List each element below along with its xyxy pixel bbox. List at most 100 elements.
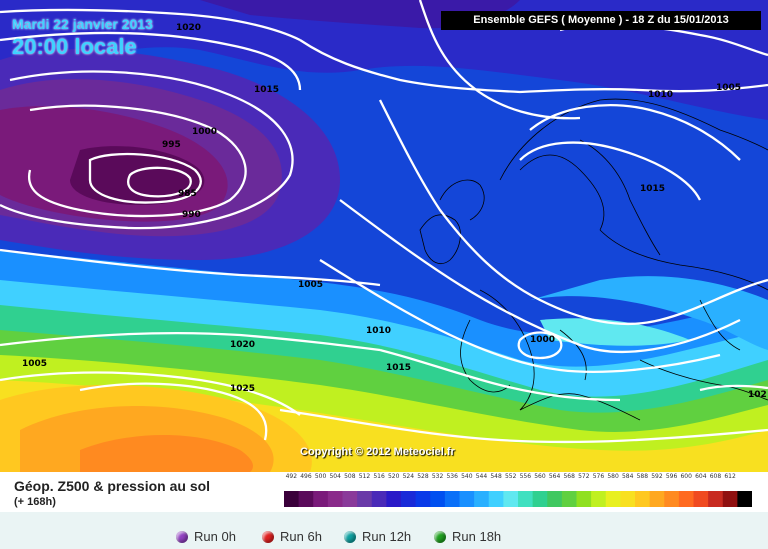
scale-label: 504 — [329, 473, 341, 480]
isobar-label: 1010 — [366, 326, 391, 336]
isobar-label: 1015 — [254, 85, 279, 95]
scale-swatch — [415, 491, 431, 507]
scale-label: 600 — [680, 473, 692, 480]
isobar-label: 1020 — [230, 340, 255, 350]
scale-swatch — [444, 491, 461, 507]
scale-label: 536 — [446, 473, 458, 480]
scale-swatch — [649, 491, 665, 507]
scale-label: 584 — [621, 473, 634, 480]
run-6h-dot-icon — [262, 530, 274, 543]
scale-label: 540 — [461, 473, 473, 480]
isobar-label: 1000 — [530, 335, 555, 345]
isobar-labels: 1020 1015 1010 1005 1000 995 985 990 101… — [22, 23, 767, 400]
run-18h-dot-icon — [434, 530, 446, 543]
scale-swatch — [327, 491, 344, 507]
run-12h-button[interactable]: Run 12h — [344, 529, 411, 544]
run-0h-label: Run 0h — [194, 529, 236, 544]
legend-subtitle: (+ 168h) — [14, 496, 56, 508]
isobar-label: 1025 — [230, 384, 255, 394]
isobar-label: 1015 — [640, 184, 665, 194]
scale-swatch — [357, 491, 373, 507]
scale-swatch — [342, 491, 358, 507]
scale-swatch — [722, 491, 738, 507]
scale-swatch — [561, 491, 578, 507]
forecast-date: Mardi 22 janvier 2013 — [12, 16, 153, 32]
isobar-label: 1015 — [386, 363, 411, 373]
run-6h-label: Run 6h — [280, 529, 322, 544]
run-selector: Run 0h Run 6h Run 12h Run 18h — [0, 512, 768, 549]
scale-label: 608 — [709, 473, 722, 480]
scale-swatch — [547, 491, 563, 507]
scale-label: 512 — [358, 473, 371, 480]
scale-label: 532 — [431, 473, 444, 480]
scale-swatch — [313, 491, 329, 507]
geopotential-field: 1020 1015 1010 1005 1000 995 985 990 101… — [0, 0, 768, 472]
scale-label: 516 — [373, 473, 385, 480]
scale-swatch — [518, 491, 534, 507]
isobar-label: 985 — [178, 189, 197, 199]
scale-label: 596 — [665, 473, 678, 480]
scale-swatch — [532, 491, 548, 507]
scale-label: 492 — [285, 473, 298, 480]
scale-label: 508 — [344, 473, 356, 480]
scale-swatch — [620, 491, 636, 507]
scale-label: 560 — [534, 473, 546, 480]
scale-swatch — [284, 491, 300, 507]
coastlines — [419, 98, 768, 421]
color-scale-bar — [284, 491, 752, 507]
run-0h-dot-icon — [176, 530, 188, 543]
isobars — [0, 0, 768, 444]
scale-label: 524 — [402, 473, 415, 480]
scale-label: 548 — [490, 473, 502, 480]
run-18h-button[interactable]: Run 18h — [434, 529, 501, 544]
color-scale-labels: 492 496 500 504 508 512 516 520 524 528 532 536 540 5… — [284, 472, 754, 482]
scale-label: 544 — [475, 473, 488, 480]
scale-label: 592 — [651, 473, 663, 480]
scale-swatch — [474, 491, 490, 507]
scale-label: 576 — [592, 473, 605, 480]
legend-title: Géop. Z500 & pression au sol — [14, 478, 211, 494]
scale-swatch — [591, 491, 607, 507]
scale-label: 556 — [519, 473, 532, 480]
scale-label: 520 — [387, 473, 400, 480]
scale-swatch — [401, 491, 417, 507]
run-18h-label: Run 18h — [452, 529, 502, 544]
scale-swatch — [386, 491, 402, 507]
scale-label: 568 — [563, 473, 575, 480]
isobar-label: 995 — [162, 140, 181, 150]
scale-swatch — [737, 491, 752, 507]
scale-label: 496 — [300, 473, 312, 480]
run-banner: Ensemble GEFS ( Moyenne ) - 18 Z du 15/0… — [441, 11, 761, 30]
scale-label: 564 — [548, 473, 561, 480]
run-6h-button[interactable]: Run 6h — [262, 529, 322, 544]
run-12h-dot-icon — [344, 530, 356, 543]
scale-label: 580 — [607, 473, 619, 480]
scale-label: 500 — [314, 473, 327, 480]
scale-swatch — [678, 491, 695, 507]
scale-swatch — [503, 491, 519, 507]
scale-swatch — [459, 491, 475, 507]
isobar-label: 1020 — [176, 23, 201, 33]
copyright: Copyright © 2012 Meteociel.fr — [300, 446, 455, 458]
scale-label: 604 — [695, 473, 707, 480]
isobar-label: 990 — [182, 210, 201, 220]
scale-label: 612 — [724, 473, 736, 480]
scale-swatch — [708, 491, 724, 507]
scale-label: 572 — [578, 473, 590, 480]
scale-swatch — [371, 491, 387, 507]
scale-label: 588 — [636, 473, 649, 480]
isobar-label: 1010 — [648, 90, 673, 100]
isobar-label: 1005 — [716, 83, 741, 93]
scale-swatch — [635, 491, 651, 507]
scale-swatch — [576, 491, 592, 507]
isobar-label: 1005 — [298, 280, 323, 290]
isobar-label: 1005 — [22, 359, 47, 369]
scale-swatch — [298, 491, 314, 507]
run-12h-label: Run 12h — [362, 529, 412, 544]
legend: Géop. Z500 & pression au sol (+ 168h) 49… — [0, 472, 768, 512]
isobar-label: 102 — [748, 390, 767, 400]
scale-swatch — [488, 491, 504, 507]
weather-map: 1020 1015 1010 1005 1000 995 985 990 101… — [0, 0, 768, 472]
forecast-time: 20:00 locale — [12, 34, 137, 59]
run-0h-button[interactable]: Run 0h — [176, 529, 236, 544]
